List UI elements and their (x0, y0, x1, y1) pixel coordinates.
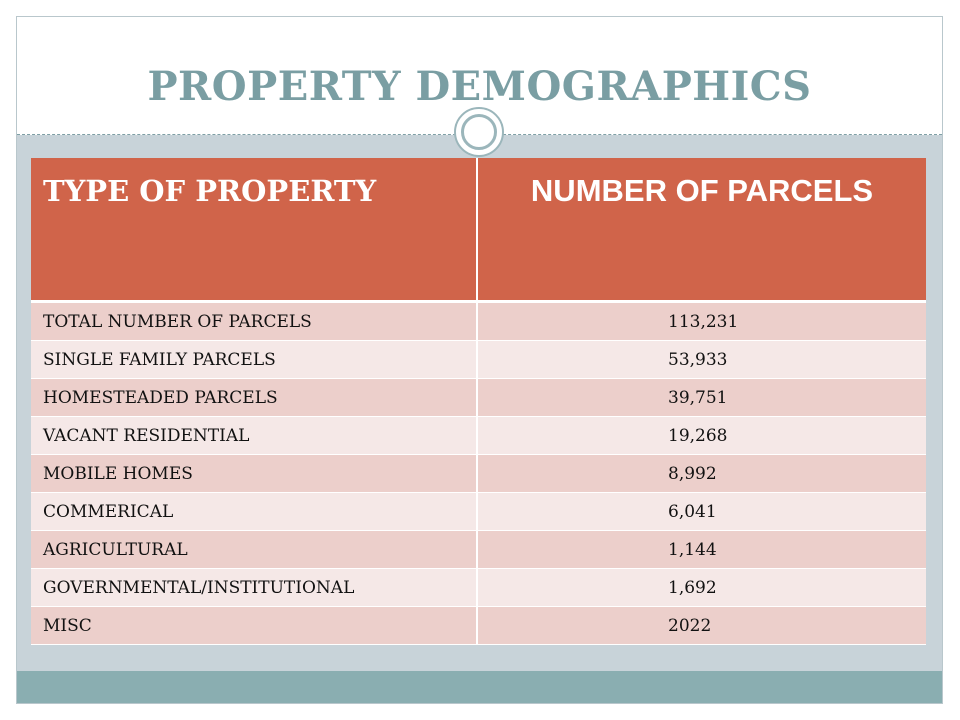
row-label: VACANT RESIDENTIAL (31, 416, 478, 455)
row-value: 113,231 (477, 301, 926, 341)
row-label: TOTAL NUMBER OF PARCELS (31, 301, 478, 341)
slide-title: PROPERTY DEMOGRAPHICS (147, 63, 812, 110)
table-row: HOMESTEADED PARCELS 39,751 (31, 378, 926, 417)
header-number-of-parcels: NUMBER OF PARCELS (477, 158, 926, 303)
row-label: MOBILE HOMES (31, 454, 478, 493)
row-value: 8,992 (477, 454, 926, 493)
table-header-row: TYPE OF PROPERTY NUMBER OF PARCELS (31, 158, 926, 303)
table-row: AGRICULTURAL 1,144 (31, 530, 926, 569)
row-value: 1,144 (477, 530, 926, 569)
property-table: TYPE OF PROPERTY NUMBER OF PARCELS TOTAL… (31, 158, 926, 645)
row-label: GOVERNMENTAL/INSTITUTIONAL (31, 568, 478, 607)
row-value: 39,751 (477, 378, 926, 417)
row-value: 6,041 (477, 492, 926, 531)
row-value: 19,268 (477, 416, 926, 455)
table-row: GOVERNMENTAL/INSTITUTIONAL 1,692 (31, 568, 926, 607)
row-label: HOMESTEADED PARCELS (31, 378, 478, 417)
row-label: COMMERICAL (31, 492, 478, 531)
table-row: COMMERICAL 6,041 (31, 492, 926, 531)
row-label: AGRICULTURAL (31, 530, 478, 569)
row-value: 53,933 (477, 340, 926, 379)
row-value: 1,692 (477, 568, 926, 607)
row-label: SINGLE FAMILY PARCELS (31, 340, 478, 379)
table-row: SINGLE FAMILY PARCELS 53,933 (31, 340, 926, 379)
table-row: MISC 2022 (31, 606, 926, 645)
table-row: MOBILE HOMES 8,992 (31, 454, 926, 493)
row-value: 2022 (477, 606, 926, 645)
circle-ornament-icon (454, 107, 504, 157)
footer-band (17, 671, 942, 703)
table-row: TOTAL NUMBER OF PARCELS 113,231 (31, 301, 926, 341)
header-type-of-property: TYPE OF PROPERTY (31, 158, 478, 303)
row-label: MISC (31, 606, 478, 645)
table-row: VACANT RESIDENTIAL 19,268 (31, 416, 926, 455)
